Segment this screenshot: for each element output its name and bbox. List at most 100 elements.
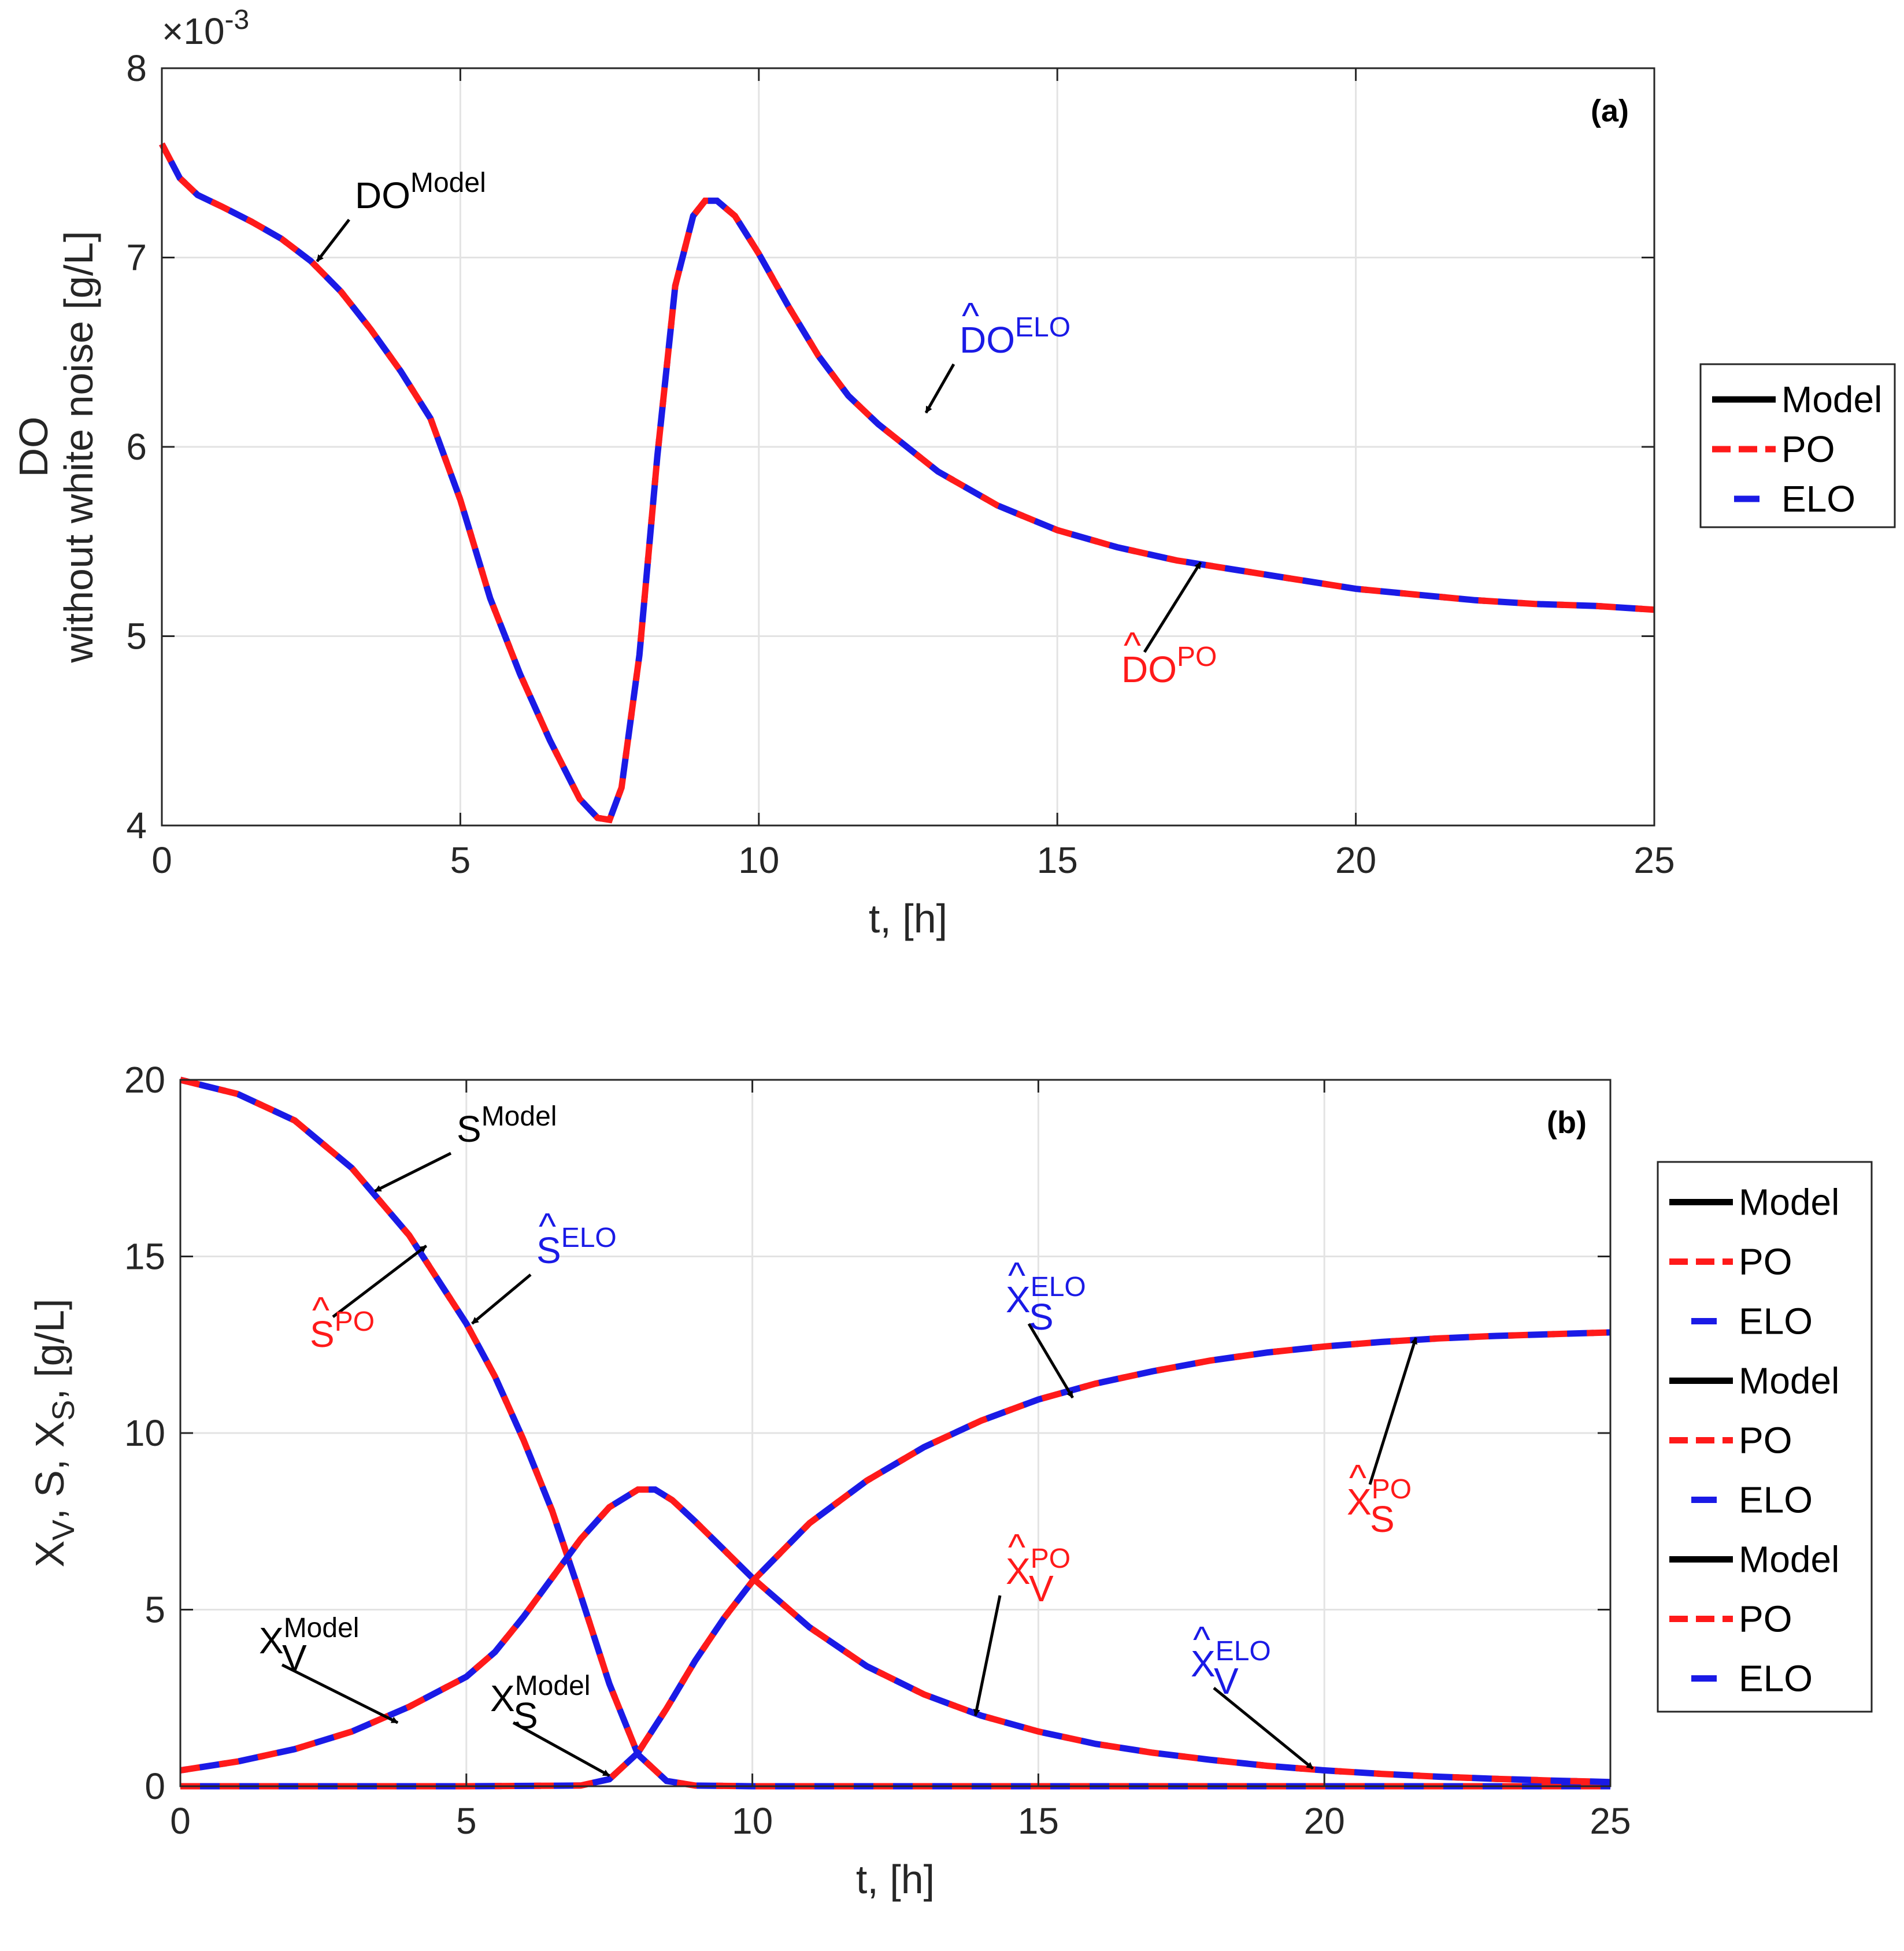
- annotation-hat: ^: [1008, 1526, 1025, 1568]
- y-axis-label-line1: DO: [11, 417, 56, 477]
- y-tick-label: 5: [126, 616, 147, 657]
- x-tick-label: 15: [1018, 1800, 1059, 1842]
- annotation-base: X: [1006, 1279, 1031, 1320]
- annotation-sup: Model: [410, 168, 486, 198]
- ylabel-s: , S, X: [27, 1421, 72, 1520]
- x-tick-label: 10: [738, 839, 779, 881]
- annotation-sup: Model: [284, 1613, 360, 1643]
- y-tick-label: 0: [145, 1765, 165, 1807]
- series-line-po-xv: [180, 1486, 1611, 1786]
- annotation-label: XELO: [1191, 1636, 1271, 1685]
- legend-label-elo: ELO: [1781, 478, 1855, 520]
- annotation-label: DOPO: [1121, 642, 1217, 690]
- annotation-arrow: [924, 363, 955, 414]
- annotation-hat: ^: [1008, 1254, 1025, 1296]
- x-tick-label: 25: [1633, 839, 1675, 881]
- annotation-hat: ^: [1124, 624, 1141, 666]
- annotation-base: X: [490, 1678, 515, 1719]
- legend-label-model: Model: [1739, 1360, 1839, 1402]
- panel-tag: (a): [1591, 94, 1629, 128]
- annotation-label: SELO: [536, 1223, 617, 1271]
- y-tick-label: 6: [126, 426, 147, 468]
- panel-tag: (b): [1547, 1105, 1587, 1140]
- annotation-label: SModel: [457, 1101, 557, 1150]
- annotation-base: DO: [1121, 649, 1177, 690]
- legend-label-po: PO: [1739, 1598, 1792, 1640]
- exponent-base: ×10: [162, 10, 225, 52]
- series-line-po-xs: [180, 1329, 1611, 1790]
- annotation-hat: ^: [312, 1289, 329, 1331]
- annotation-sub: V: [282, 1637, 307, 1679]
- annotation-sub: V: [1214, 1660, 1239, 1702]
- annotation-sup: PO: [1372, 1474, 1412, 1505]
- annotation-arrow: [374, 1152, 452, 1193]
- series-line-po-do: [159, 142, 1655, 824]
- annotation-sup: PO: [335, 1306, 375, 1337]
- y-axis-label: XV, S, XS, [g/L]: [27, 1298, 81, 1567]
- annotation-label: XModel: [259, 1613, 359, 1661]
- annotation-arrow: [332, 1245, 428, 1318]
- y-tick-label: 7: [126, 237, 147, 279]
- annotation-sup: PO: [1177, 642, 1217, 672]
- annotation-label: DOELO: [960, 312, 1070, 361]
- legend-label-model: Model: [1739, 1182, 1839, 1223]
- x-tick-label: 0: [170, 1800, 191, 1842]
- annotation-label: XPO: [1006, 1543, 1070, 1592]
- annotation-hat: ^: [539, 1205, 556, 1247]
- annotation-sup: Model: [515, 1671, 591, 1701]
- ylabel-sub-s: S: [46, 1400, 81, 1421]
- legend-label-po: PO: [1739, 1420, 1792, 1461]
- legend-label-model: Model: [1739, 1539, 1839, 1580]
- legend-label-elo: ELO: [1739, 1479, 1813, 1521]
- y-tick-label: 20: [124, 1059, 165, 1101]
- x-tick-label: 20: [1304, 1800, 1345, 1842]
- ylabel-x: X: [27, 1541, 72, 1568]
- y-tick-label: 5: [145, 1589, 165, 1631]
- legend-label-po: PO: [1739, 1241, 1792, 1283]
- annotation-base: S: [536, 1230, 561, 1271]
- y-tick-label: 4: [126, 805, 147, 846]
- y-tick-label: 15: [124, 1236, 165, 1278]
- legend-box: [1657, 1161, 1873, 1713]
- x-axis-label: t, [h]: [869, 896, 947, 941]
- annotation-sup: ELO: [1031, 1272, 1086, 1302]
- y-tick-label: 8: [126, 47, 147, 89]
- annotation-arrow: [281, 1663, 399, 1724]
- annotation-base: S: [457, 1108, 481, 1150]
- legend-box: [1699, 363, 1896, 528]
- x-tick-label: 0: [151, 839, 172, 881]
- annotation-arrow: [1027, 1323, 1074, 1399]
- annotation-base: DO: [960, 319, 1015, 361]
- annotation-sup: Model: [481, 1101, 557, 1132]
- x-axis-label: t, [h]: [856, 1857, 935, 1902]
- ylabel-unit: , [g/L]: [27, 1298, 72, 1400]
- annotation-sup: ELO: [561, 1223, 617, 1253]
- annotation-label: XELO: [1006, 1272, 1086, 1320]
- annotation-base: X: [259, 1620, 284, 1661]
- annotation-arrow: [316, 219, 350, 262]
- x-tick-label: 25: [1590, 1800, 1631, 1842]
- x-tick-label: 15: [1037, 839, 1078, 881]
- annotation-base: DO: [355, 175, 410, 216]
- y-tick-label: 10: [124, 1412, 165, 1454]
- annotation-sup: ELO: [1015, 312, 1070, 343]
- annotation-sub: S: [513, 1695, 538, 1737]
- annotation-arrow: [1143, 561, 1202, 653]
- x-tick-label: 10: [732, 1800, 773, 1842]
- legend-label-model: Model: [1781, 379, 1882, 420]
- legend-label-elo: ELO: [1739, 1658, 1813, 1700]
- annotation-sub: V: [1029, 1568, 1054, 1609]
- annotation-sub: S: [1029, 1296, 1054, 1338]
- annotation-label: XPO: [1347, 1474, 1412, 1523]
- y-axis-label-line2: without white noise [g/L]: [56, 231, 101, 663]
- annotation-base: X: [1347, 1481, 1372, 1523]
- annotation-arrow: [973, 1595, 1002, 1716]
- series-line-po-s: [179, 1076, 1610, 1790]
- annotation-hat: ^: [1193, 1619, 1210, 1660]
- annotation-base: S: [310, 1313, 335, 1355]
- annotation-hat: ^: [962, 295, 979, 336]
- annotation-arrow: [512, 1721, 610, 1777]
- annotation-arrow: [471, 1273, 532, 1325]
